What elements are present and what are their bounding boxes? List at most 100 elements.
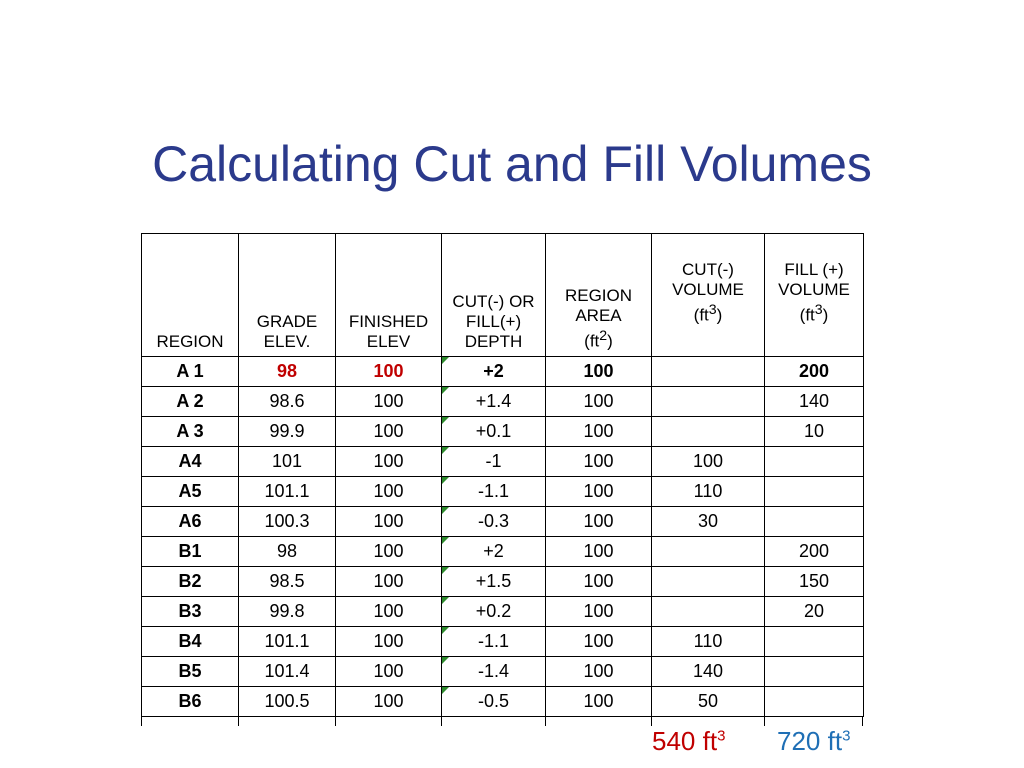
cell-region: B5: [141, 656, 239, 687]
cell-marker-icon: [442, 417, 449, 424]
cell-region: A5: [141, 476, 239, 507]
cell-cut-volume: 110: [651, 476, 765, 507]
header-cut-fill-depth: CUT(-) OR FILL(+) DEPTH: [441, 233, 546, 357]
cell-region: A4: [141, 446, 239, 477]
cell-depth: +1.4: [441, 386, 546, 417]
cell-depth: -1.1: [441, 476, 546, 507]
cell-region: B6: [141, 686, 239, 717]
cell-grade-elev: 98.6: [238, 386, 336, 417]
cell-cut-volume: 140: [651, 656, 765, 687]
cell-cut-volume: [651, 596, 765, 627]
cell-finished-elev: 100: [335, 386, 442, 417]
header-fill-volume: FILL (+) VOLUME (ft3): [764, 233, 864, 357]
cell-finished-elev: 100: [335, 626, 442, 657]
cell-fill-volume: [764, 476, 864, 507]
cell-finished-elev: 100: [335, 506, 442, 537]
cell-region: A 3: [141, 416, 239, 447]
cell-cut-volume: 30: [651, 506, 765, 537]
cell-grade-elev: 100.3: [238, 506, 336, 537]
cell-grade-elev: 101.4: [238, 656, 336, 687]
table-row: A5 101.1 100 -1.1 100 110: [141, 476, 864, 507]
table-row: A 3 99.9 100 +0.1 100 10: [141, 416, 864, 447]
cell-area: 100: [545, 626, 652, 657]
header-grade-elev: GRADE ELEV.: [238, 233, 336, 357]
cell-depth: +1.5: [441, 566, 546, 597]
cell-finished-elev: 100: [335, 356, 442, 387]
cell-finished-elev: 100: [335, 656, 442, 687]
cell-depth: +2: [441, 356, 546, 387]
cell-finished-elev: 100: [335, 446, 442, 477]
cell-region: B1: [141, 536, 239, 567]
cell-area: 100: [545, 416, 652, 447]
table-row: B1 98 100 +2 100 200: [141, 536, 864, 567]
cell-marker-icon: [442, 537, 449, 544]
cell-region: A 1: [141, 356, 239, 387]
cell-area: 100: [545, 386, 652, 417]
cell-fill-volume: [764, 446, 864, 477]
cell-area: 100: [545, 476, 652, 507]
cell-marker-icon: [442, 507, 449, 514]
cell-fill-volume: 150: [764, 566, 864, 597]
cell-cut-volume: 100: [651, 446, 765, 477]
cell-grade-elev: 98: [238, 536, 336, 567]
cell-depth: -0.3: [441, 506, 546, 537]
cell-marker-icon: [442, 597, 449, 604]
cell-finished-elev: 100: [335, 476, 442, 507]
cell-marker-icon: [442, 627, 449, 634]
cell-grade-elev: 101.1: [238, 476, 336, 507]
cut-fill-table: REGION GRADE ELEV. FINISHED ELEV CUT(-) OR…: [141, 233, 864, 717]
cell-grade-elev: 100.5: [238, 686, 336, 717]
cell-cut-volume: 110: [651, 626, 765, 657]
cell-depth: -1.1: [441, 626, 546, 657]
cell-region: B4: [141, 626, 239, 657]
cell-marker-icon: [442, 477, 449, 484]
table-row: B3 99.8 100 +0.2 100 20: [141, 596, 864, 627]
fill-volume-total: 720 ft3: [777, 726, 851, 756]
cell-marker-icon: [442, 357, 449, 364]
cell-grade-elev: 98.5: [238, 566, 336, 597]
cell-fill-volume: [764, 656, 864, 687]
cell-area: 100: [545, 356, 652, 387]
cell-depth: -1.4: [441, 656, 546, 687]
page-title: Calculating Cut and Fill Volumes: [152, 136, 872, 192]
table-row: B6 100.5 100 -0.5 100 50: [141, 686, 864, 717]
cell-area: 100: [545, 686, 652, 717]
cell-finished-elev: 100: [335, 686, 442, 717]
table-row: B4 101.1 100 -1.1 100 110: [141, 626, 864, 657]
cell-cut-volume: [651, 566, 765, 597]
cell-fill-volume: [764, 506, 864, 537]
cell-region: A 2: [141, 386, 239, 417]
cell-fill-volume: 200: [764, 536, 864, 567]
table-bottom-stub: [141, 716, 863, 726]
cell-finished-elev: 100: [335, 536, 442, 567]
cell-area: 100: [545, 506, 652, 537]
cell-area: 100: [545, 656, 652, 687]
cell-marker-icon: [442, 657, 449, 664]
cell-fill-volume: [764, 686, 864, 717]
cell-region: A6: [141, 506, 239, 537]
header-region: REGION: [141, 233, 239, 357]
cell-depth: -0.5: [441, 686, 546, 717]
table-row: A 2 98.6 100 +1.4 100 140: [141, 386, 864, 417]
cell-grade-elev: 98: [238, 356, 336, 387]
cell-fill-volume: 140: [764, 386, 864, 417]
header-cut-volume: CUT(-) VOLUME (ft3): [651, 233, 765, 357]
cell-grade-elev: 101.1: [238, 626, 336, 657]
cell-grade-elev: 99.8: [238, 596, 336, 627]
cell-area: 100: [545, 566, 652, 597]
cell-cut-volume: 50: [651, 686, 765, 717]
cell-region: B2: [141, 566, 239, 597]
cell-depth: +2: [441, 536, 546, 567]
cell-marker-icon: [442, 687, 449, 694]
header-row: REGION GRADE ELEV. FINISHED ELEV CUT(-) OR…: [141, 233, 864, 357]
cut-volume-total: 540 ft3: [652, 726, 726, 756]
cell-area: 100: [545, 446, 652, 477]
cell-area: 100: [545, 536, 652, 567]
cell-depth: -1: [441, 446, 546, 477]
table-row: B5 101.4 100 -1.4 100 140: [141, 656, 864, 687]
cell-region: B3: [141, 596, 239, 627]
cell-finished-elev: 100: [335, 566, 442, 597]
cell-finished-elev: 100: [335, 596, 442, 627]
cell-grade-elev: 101: [238, 446, 336, 477]
cut-fill-table-wrapper: REGION GRADE ELEV. FINISHED ELEV CUT(-) OR…: [141, 233, 864, 717]
